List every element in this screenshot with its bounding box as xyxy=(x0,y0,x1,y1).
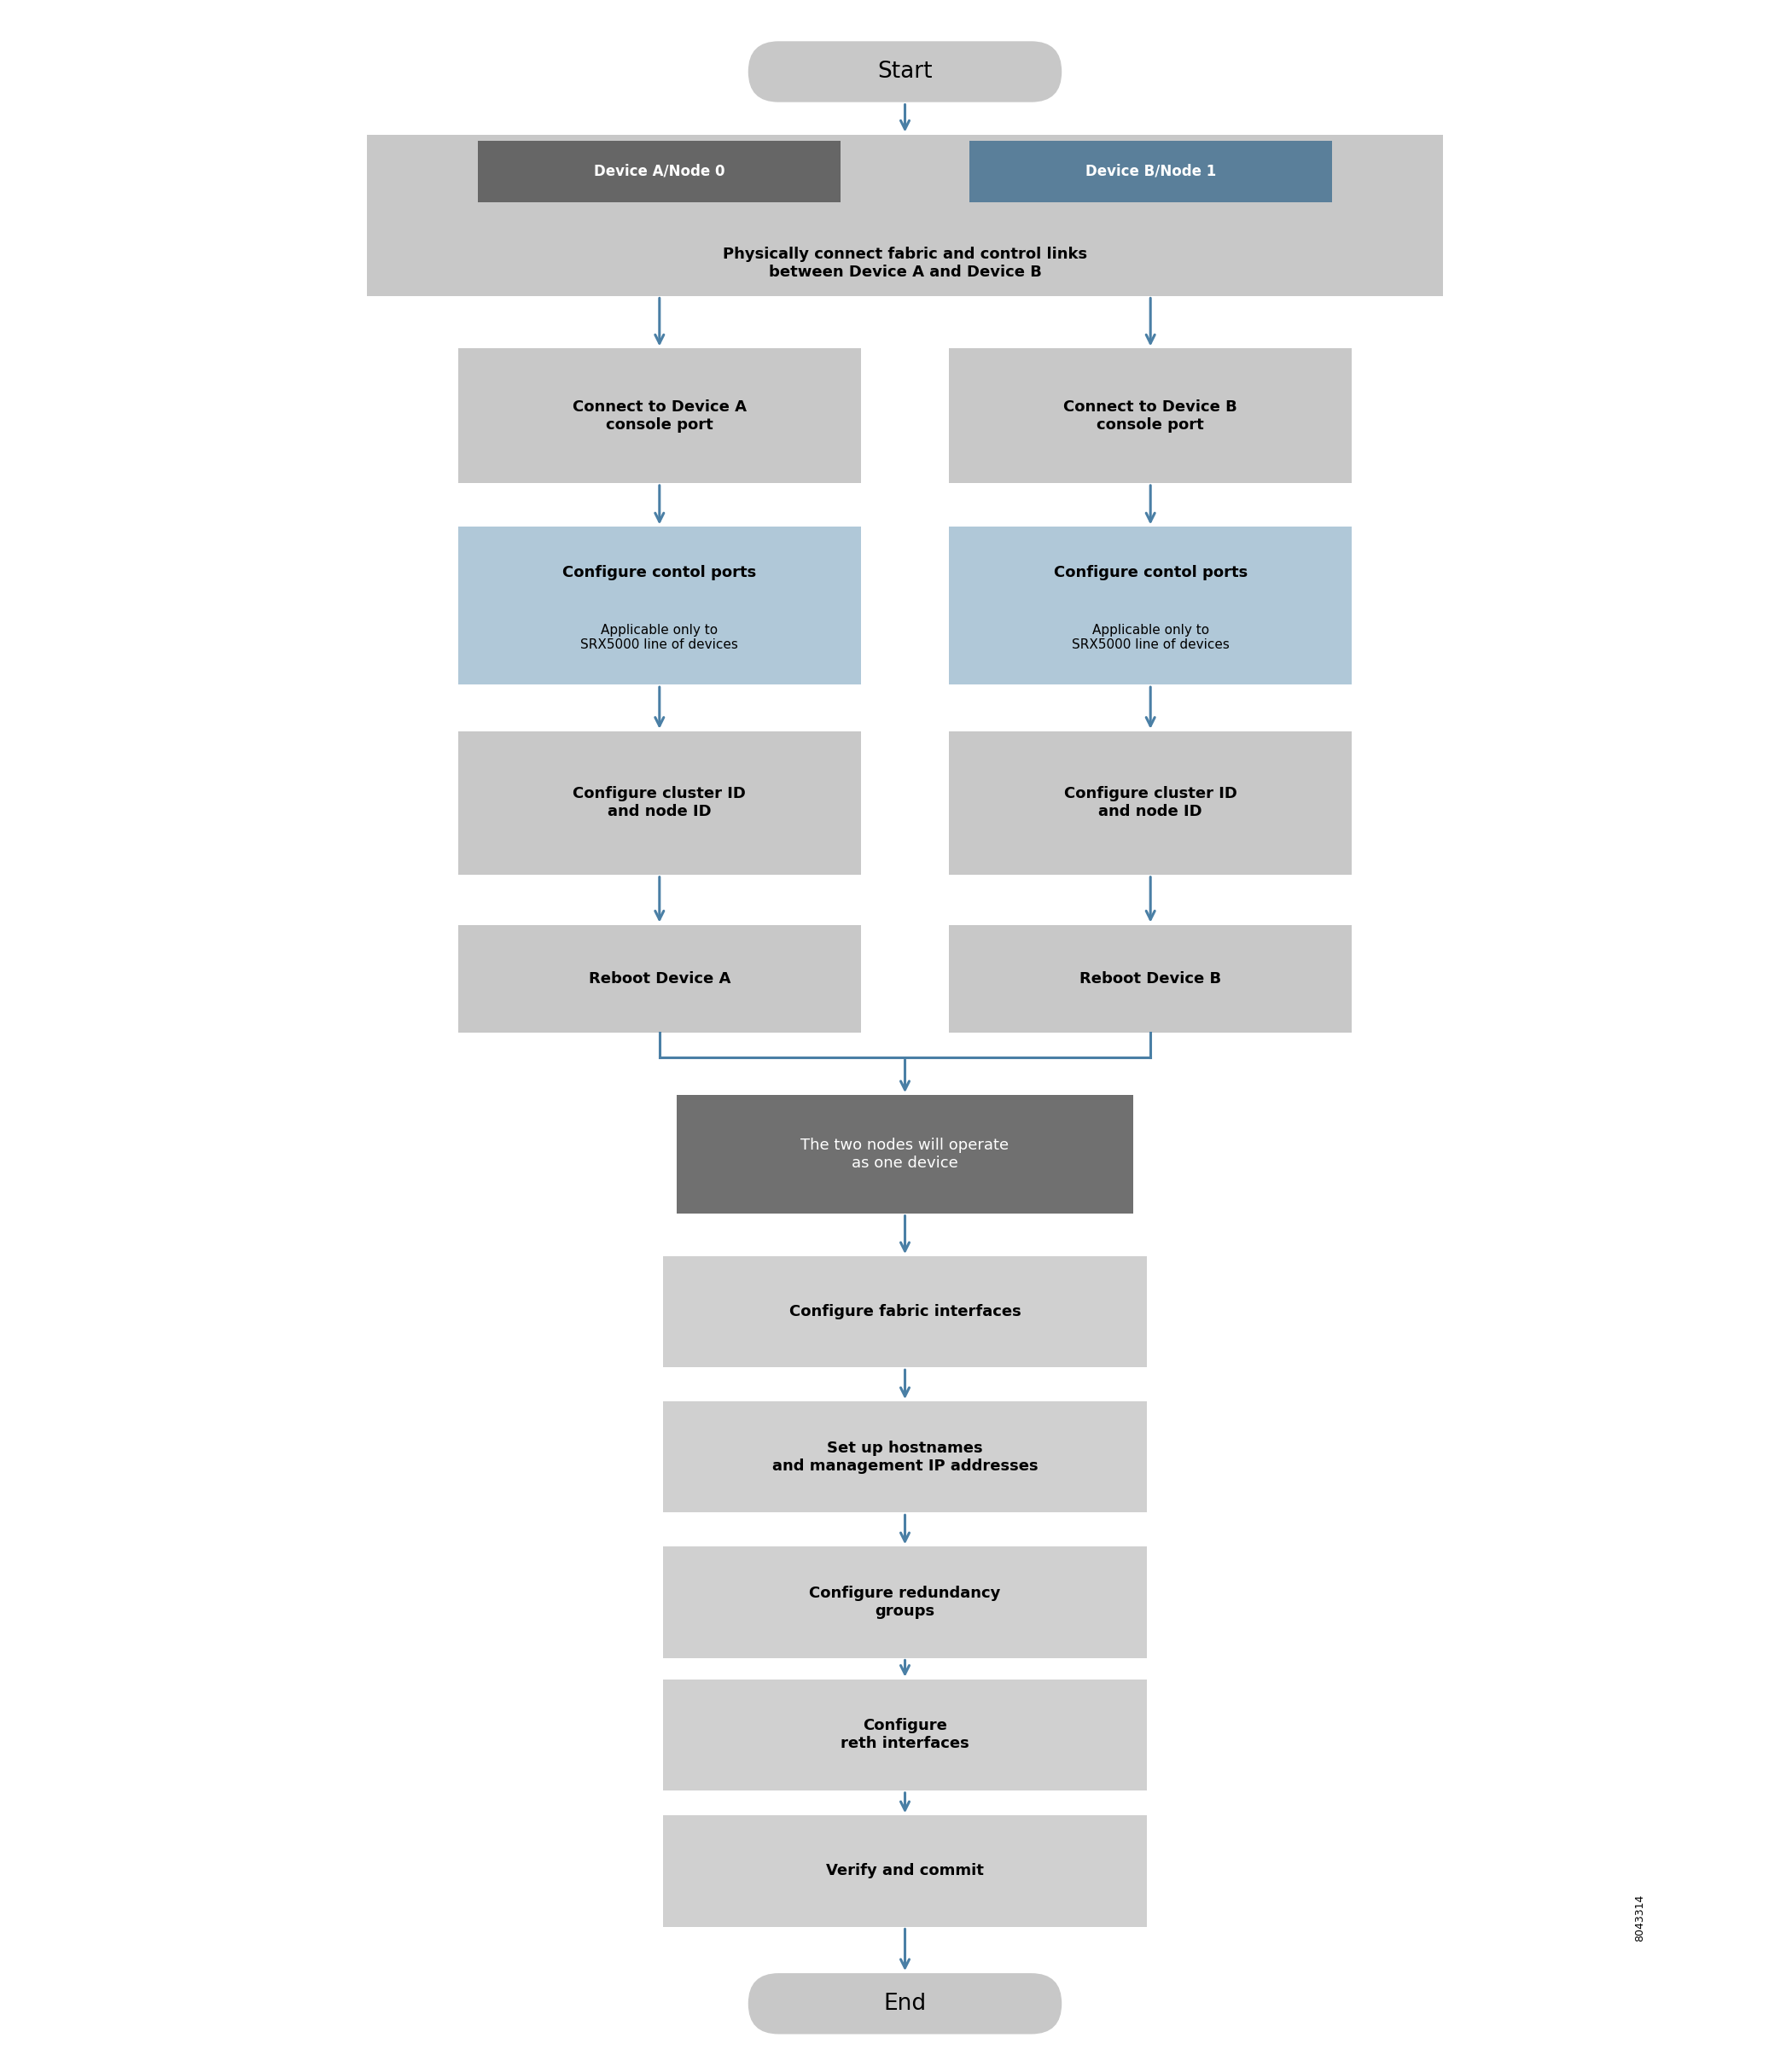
FancyBboxPatch shape xyxy=(663,1680,1147,1791)
Text: End: End xyxy=(883,1993,926,2016)
FancyBboxPatch shape xyxy=(950,348,1351,482)
FancyBboxPatch shape xyxy=(677,1094,1134,1214)
FancyBboxPatch shape xyxy=(749,1972,1061,2034)
FancyBboxPatch shape xyxy=(950,528,1351,684)
FancyBboxPatch shape xyxy=(663,1257,1147,1366)
Text: Applicable only to
SRX5000 line of devices: Applicable only to SRX5000 line of devic… xyxy=(581,624,738,651)
Text: Configure
reth interfaces: Configure reth interfaces xyxy=(840,1719,969,1752)
Text: Configure redundancy
groups: Configure redundancy groups xyxy=(810,1585,1000,1618)
Text: Physically connect fabric and control links
between Device A and Device B: Physically connect fabric and control li… xyxy=(722,247,1088,280)
Text: The two nodes will operate
as one device: The two nodes will operate as one device xyxy=(801,1138,1009,1171)
Text: Configure contol ports: Configure contol ports xyxy=(563,565,756,581)
Text: 8043314: 8043314 xyxy=(1634,1894,1645,1941)
FancyBboxPatch shape xyxy=(459,732,862,874)
FancyBboxPatch shape xyxy=(950,732,1351,874)
FancyBboxPatch shape xyxy=(749,41,1061,103)
FancyBboxPatch shape xyxy=(663,1401,1147,1513)
Text: Connect to Device B
console port: Connect to Device B console port xyxy=(1063,400,1238,433)
FancyBboxPatch shape xyxy=(367,134,1443,295)
Text: Applicable only to
SRX5000 line of devices: Applicable only to SRX5000 line of devic… xyxy=(1072,624,1229,651)
FancyBboxPatch shape xyxy=(663,1546,1147,1657)
Text: Reboot Device B: Reboot Device B xyxy=(1079,971,1222,987)
FancyBboxPatch shape xyxy=(663,1816,1147,1927)
FancyBboxPatch shape xyxy=(459,925,862,1033)
Text: Connect to Device A
console port: Connect to Device A console port xyxy=(572,400,747,433)
Text: Device A/Node 0: Device A/Node 0 xyxy=(593,163,726,179)
Text: Configure contol ports: Configure contol ports xyxy=(1054,565,1247,581)
Text: Set up hostnames
and management IP addresses: Set up hostnames and management IP addre… xyxy=(772,1441,1038,1474)
FancyBboxPatch shape xyxy=(459,528,862,684)
FancyBboxPatch shape xyxy=(969,140,1331,202)
FancyBboxPatch shape xyxy=(478,140,840,202)
Text: Device B/Node 1: Device B/Node 1 xyxy=(1086,163,1215,179)
Text: Configure cluster ID
and node ID: Configure cluster ID and node ID xyxy=(573,787,745,820)
Text: Start: Start xyxy=(878,60,932,82)
Text: Configure cluster ID
and node ID: Configure cluster ID and node ID xyxy=(1064,787,1236,820)
Text: Reboot Device A: Reboot Device A xyxy=(588,971,731,987)
Text: Verify and commit: Verify and commit xyxy=(826,1863,984,1880)
Text: Configure fabric interfaces: Configure fabric interfaces xyxy=(788,1305,1021,1319)
FancyBboxPatch shape xyxy=(459,348,862,482)
FancyBboxPatch shape xyxy=(950,925,1351,1033)
